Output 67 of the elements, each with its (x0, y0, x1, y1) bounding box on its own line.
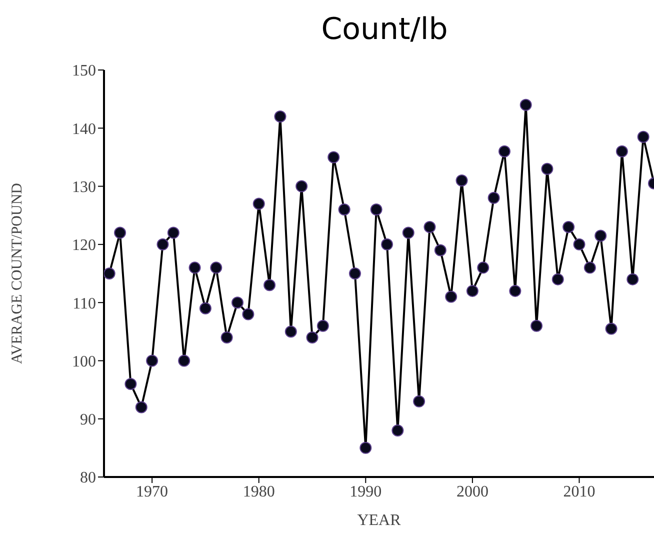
point (370, 204, 382, 216)
point (541, 162, 554, 175)
y-tick-label: 100 (72, 353, 96, 370)
point (381, 238, 394, 250)
point (242, 308, 254, 320)
point (284, 326, 297, 338)
point (124, 378, 137, 390)
point (445, 290, 458, 303)
point (348, 268, 361, 280)
point (104, 268, 116, 280)
point (274, 110, 286, 123)
x-tick-label: 2010 (563, 483, 596, 500)
point (156, 238, 169, 250)
point (360, 442, 372, 454)
point (264, 279, 276, 292)
point (338, 204, 350, 216)
x-tick-label: 2000 (456, 483, 488, 500)
point (456, 174, 468, 186)
point (434, 244, 446, 256)
point (605, 322, 618, 335)
point (616, 145, 628, 158)
chart-title: Count/lb (320, 12, 449, 47)
y-tick-label: 130 (72, 178, 96, 196)
point (509, 284, 522, 297)
y-tick-label: 90 (80, 412, 96, 429)
point (498, 145, 510, 158)
point (392, 424, 404, 436)
y-tick-label: 80 (80, 470, 96, 487)
point (594, 230, 607, 242)
point (413, 395, 426, 408)
point (231, 296, 244, 309)
point (316, 320, 329, 332)
y-tick-label: 140 (72, 120, 96, 138)
y-tick-label: 150 (72, 62, 96, 80)
point (210, 262, 222, 274)
x-tick-label: 1970 (136, 483, 168, 500)
point (637, 130, 650, 143)
point (488, 192, 500, 204)
point (296, 180, 308, 192)
point (328, 151, 340, 164)
x-tick-label: 1990 (350, 483, 382, 500)
point (199, 302, 212, 314)
point (114, 226, 126, 239)
point (252, 198, 265, 210)
x-tick-label: 1980 (242, 483, 275, 500)
point (146, 354, 158, 367)
point (402, 226, 414, 239)
point (135, 401, 148, 414)
point (188, 262, 201, 274)
point (573, 238, 586, 250)
y-tick-label: 110 (72, 295, 96, 312)
point (530, 320, 543, 332)
point (306, 331, 318, 344)
x-axis-title: YEAR (357, 512, 402, 529)
y-tick-label: 120 (72, 237, 96, 254)
y-axis-title: AVERAGE COUNT/POUND (9, 182, 26, 364)
point (626, 273, 639, 286)
point (424, 220, 436, 233)
point (552, 273, 564, 286)
point (178, 354, 190, 367)
point (477, 262, 490, 274)
point (520, 98, 532, 111)
point (466, 284, 478, 297)
point (562, 220, 575, 233)
point (167, 226, 180, 239)
point (220, 331, 233, 344)
point (584, 262, 596, 274)
